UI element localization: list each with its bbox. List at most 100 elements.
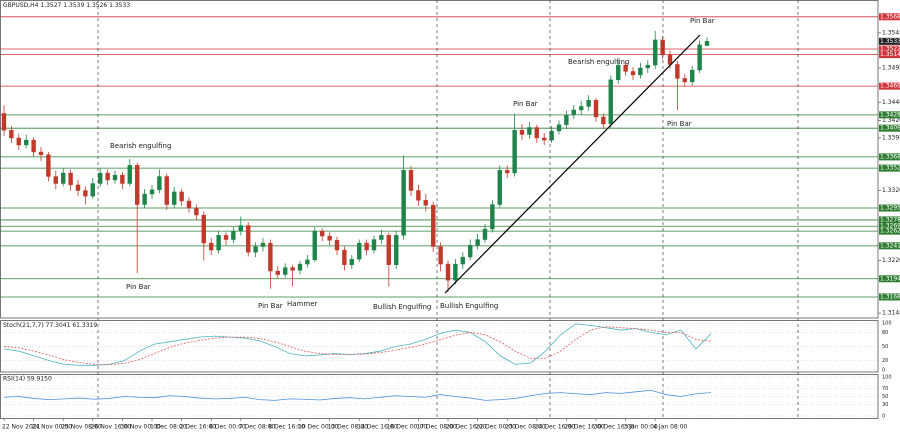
candle-body — [616, 64, 621, 81]
indicator-line — [3, 389, 712, 401]
candle-body — [423, 200, 428, 206]
y-tick-label: 1.3145 — [882, 310, 900, 317]
annotation: Pin Bar — [690, 17, 715, 25]
annotation: Pin Bar — [513, 100, 538, 108]
candle-body — [386, 235, 391, 265]
x-tick-label: 26 Nov 16:00 — [91, 424, 132, 431]
candle-body — [542, 137, 547, 141]
x-tick-label: 6 Dec 00:00 — [209, 424, 246, 431]
candle-body — [120, 174, 125, 184]
candle-body — [586, 99, 591, 107]
y-tick-label: 0 — [882, 368, 885, 374]
high-value: 1.3539 — [63, 2, 84, 9]
level-label: 1.3269 — [880, 223, 900, 230]
candle-body — [164, 176, 170, 205]
y-tick-label: 20 — [882, 358, 888, 364]
y-tick-label: 1.3420 — [882, 117, 900, 124]
y-tick-label: 0 — [882, 414, 885, 420]
close-value: 1.3533 — [109, 2, 130, 9]
candle-body — [179, 191, 184, 202]
level-label: 1.3278 — [880, 216, 900, 223]
symbol: GBPUSD,H4 — [3, 2, 39, 9]
candle-body — [408, 170, 414, 191]
y-tick-label: 1.3320 — [882, 187, 900, 194]
candle-body — [342, 249, 347, 265]
candle-body — [231, 230, 236, 240]
candle-body — [357, 242, 362, 260]
candle-body — [519, 130, 525, 135]
y-tick-label: 1.3395 — [882, 134, 900, 141]
candle-body — [171, 191, 177, 205]
x-tick-label: 16 Dec 00:00 — [387, 424, 428, 431]
level-label: 1.3428 — [880, 111, 900, 118]
candle-body — [68, 172, 73, 186]
level-label: 1.3409 — [880, 125, 900, 132]
y-tick-label: 1.3220 — [882, 257, 900, 264]
level-label: 1.3168 — [880, 293, 900, 300]
level-label-box — [879, 124, 900, 132]
candle-body — [660, 39, 665, 55]
level-label: 1.3295 — [880, 205, 900, 212]
candle-body — [312, 230, 317, 261]
x-tick-label: 30 Nov 00:00 — [120, 424, 161, 431]
x-tick-label: 24 Dec 16:00 — [535, 424, 576, 431]
candle-body — [468, 244, 473, 258]
y-tick-label: 50 — [882, 344, 888, 350]
candle-body — [579, 106, 584, 111]
y-tick-label: 30 — [882, 402, 888, 408]
candle-body — [630, 71, 636, 76]
candle-body — [556, 124, 562, 132]
level-label-box — [879, 293, 900, 301]
candle-body — [290, 267, 295, 271]
candle-body — [364, 242, 369, 251]
candle-body — [90, 183, 96, 197]
current-price-label: 1.3533 — [880, 38, 900, 45]
candle-body — [9, 130, 14, 139]
candle-body — [460, 256, 465, 265]
x-tick-label: 8 Dec 16:00 — [268, 424, 305, 431]
candle-body — [253, 246, 258, 253]
x-tick-label: 4 Jan 08:00 — [653, 424, 687, 431]
level-label-box — [879, 216, 900, 224]
y-tick-label: 100 — [882, 321, 892, 327]
annotation: Bearish engulfing — [568, 58, 629, 66]
candle-body — [194, 207, 199, 216]
level-label-box — [879, 45, 900, 53]
x-tick-label: 1 Dec 08:00 — [150, 424, 187, 431]
candle-body — [142, 193, 147, 205]
x-tick-label: 25 Nov 08:00 — [61, 424, 102, 431]
x-tick-label: 22 Dec 00:00 — [476, 424, 517, 431]
annotation: Bearish engulfing — [110, 142, 171, 150]
candle-body — [482, 228, 488, 240]
candle-body — [394, 235, 399, 265]
current-price-box — [879, 37, 900, 45]
level-label-box — [879, 82, 900, 90]
level-label: 1.3241 — [880, 242, 900, 249]
x-tick-label: 3 Jan 00:00 — [624, 424, 658, 431]
y-tick-label: 100 — [882, 375, 892, 381]
candle-body — [53, 176, 58, 184]
annotation: Pin Bar — [126, 283, 151, 291]
candle-body — [379, 235, 384, 240]
candle-body — [127, 165, 133, 184]
candle-body — [601, 116, 606, 125]
candle-body — [31, 139, 36, 153]
level-label-box — [879, 111, 900, 119]
open-value: 1.3527 — [40, 2, 61, 9]
x-tick-label: 30 Dec 16:00 — [594, 424, 635, 431]
x-tick-label: 13 Dec 08:00 — [328, 424, 369, 431]
y-tick-label: 1.3446 — [882, 99, 900, 106]
stoch-signal-value: 61.3319 — [72, 322, 97, 329]
candle-body — [149, 189, 155, 195]
candle-body — [490, 204, 495, 230]
y-tick-label: 1.3495 — [882, 64, 900, 71]
level-label-box — [879, 164, 900, 172]
annotation: Hammer — [287, 300, 317, 308]
candle-body — [320, 230, 325, 237]
candle-body — [297, 263, 303, 271]
candle-body — [697, 44, 702, 71]
level-label: 1.3194 — [880, 275, 900, 282]
level-label-box — [879, 227, 900, 235]
candle-body — [112, 174, 118, 181]
